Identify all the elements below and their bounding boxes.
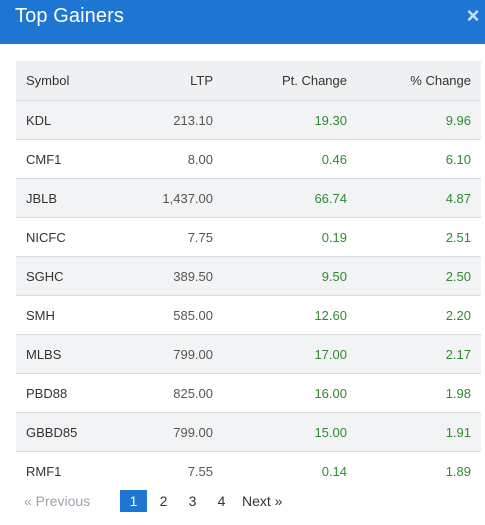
ltp-cell: 1,437.00 [162, 190, 213, 206]
column-header-pt-change[interactable]: Pt. Change [281, 73, 347, 88]
symbol-cell: MLBS [26, 346, 62, 362]
table-row[interactable]: RMF1 7.55 0.14 1.89 [16, 451, 481, 490]
table-row[interactable]: NICFC 7.75 0.19 2.51 [16, 217, 481, 256]
pt-change-cell: 66.74 [314, 190, 347, 206]
pt-change-cell: 0.14 [321, 463, 347, 479]
pct-change-cell: 1.98 [445, 385, 471, 401]
pct-change-cell: 9.96 [445, 112, 471, 128]
ltp-cell: 7.75 [187, 229, 213, 245]
ltp-cell: 825.00 [173, 385, 213, 401]
pt-change-cell: 0.46 [321, 151, 347, 167]
pct-change-cell: 2.51 [445, 229, 471, 245]
column-header-ltp[interactable]: LTP [190, 73, 213, 88]
pt-change-cell: 17.00 [314, 346, 347, 362]
table-row[interactable]: KDL 213.10 19.30 9.96 [16, 100, 481, 139]
table-row[interactable]: CMF1 8.00 0.46 6.10 [16, 139, 481, 178]
pct-change-cell: 2.20 [445, 307, 471, 323]
symbol-cell: NICFC [26, 229, 66, 245]
symbol-cell: PBD88 [26, 385, 68, 401]
table-body: KDL 213.10 19.30 9.96 CMF1 8.00 0.46 6.10 JBLB 1,… [16, 100, 481, 490]
table-row[interactable]: PBD88 825.00 16.00 1.98 [16, 373, 481, 412]
modal-header: Top Gainers × [0, 0, 485, 44]
pt-change-cell: 9.50 [321, 268, 347, 284]
symbol-cell: RMF1 [26, 463, 62, 479]
pt-change-cell: 16.00 [314, 385, 347, 401]
pct-change-cell: 2.17 [445, 346, 471, 362]
column-header-pct-change[interactable]: % Change [410, 73, 471, 88]
pt-change-cell: 0.19 [321, 229, 347, 245]
symbol-cell: CMF1 [26, 151, 62, 167]
ltp-cell: 389.50 [173, 268, 213, 284]
table-row[interactable]: MLBS 799.00 17.00 2.17 [16, 334, 481, 373]
next-page-button[interactable]: Next » [242, 493, 283, 509]
symbol-cell: SGHC [26, 268, 64, 284]
page-3-button[interactable]: 3 [188, 493, 197, 509]
close-icon[interactable]: × [466, 3, 480, 28]
page-2-button[interactable]: 2 [159, 493, 168, 509]
pagination: « Previous 1 2 3 4 Next » [16, 490, 304, 512]
column-header-symbol[interactable]: Symbol [26, 73, 70, 88]
page-1-button[interactable]: 1 [120, 490, 147, 512]
pct-change-cell: 2.50 [445, 268, 471, 284]
pct-change-cell: 1.91 [445, 424, 471, 440]
symbol-cell: JBLB [26, 190, 58, 206]
previous-page-button[interactable]: « Previous [24, 493, 91, 509]
ltp-cell: 213.10 [173, 112, 213, 128]
pct-change-cell: 4.87 [445, 190, 471, 206]
table-header-row: Symbol LTP Pt. Change % Change [16, 61, 481, 100]
ltp-cell: 799.00 [173, 346, 213, 362]
symbol-cell: GBBD85 [26, 424, 78, 440]
table-row[interactable]: SGHC 389.50 9.50 2.50 [16, 256, 481, 295]
ltp-cell: 585.00 [173, 307, 213, 323]
table-row[interactable]: GBBD85 799.00 15.00 1.91 [16, 412, 481, 451]
ltp-cell: 8.00 [187, 151, 213, 167]
pt-change-cell: 12.60 [314, 307, 347, 323]
modal-title: Top Gainers [15, 5, 124, 27]
symbol-cell: SMH [26, 307, 55, 323]
ltp-cell: 799.00 [173, 424, 213, 440]
gainers-table: Symbol LTP Pt. Change % Change KDL 213.10… [16, 61, 481, 490]
ltp-cell: 7.55 [187, 463, 213, 479]
page-4-button[interactable]: 4 [217, 493, 226, 509]
pct-change-cell: 1.89 [445, 463, 471, 479]
pct-change-cell: 6.10 [445, 151, 471, 167]
table-row[interactable]: SMH 585.00 12.60 2.20 [16, 295, 481, 334]
pt-change-cell: 19.30 [314, 112, 347, 128]
symbol-cell: KDL [26, 112, 52, 128]
pt-change-cell: 15.00 [314, 424, 347, 440]
table-row[interactable]: JBLB 1,437.00 66.74 4.87 [16, 178, 481, 217]
